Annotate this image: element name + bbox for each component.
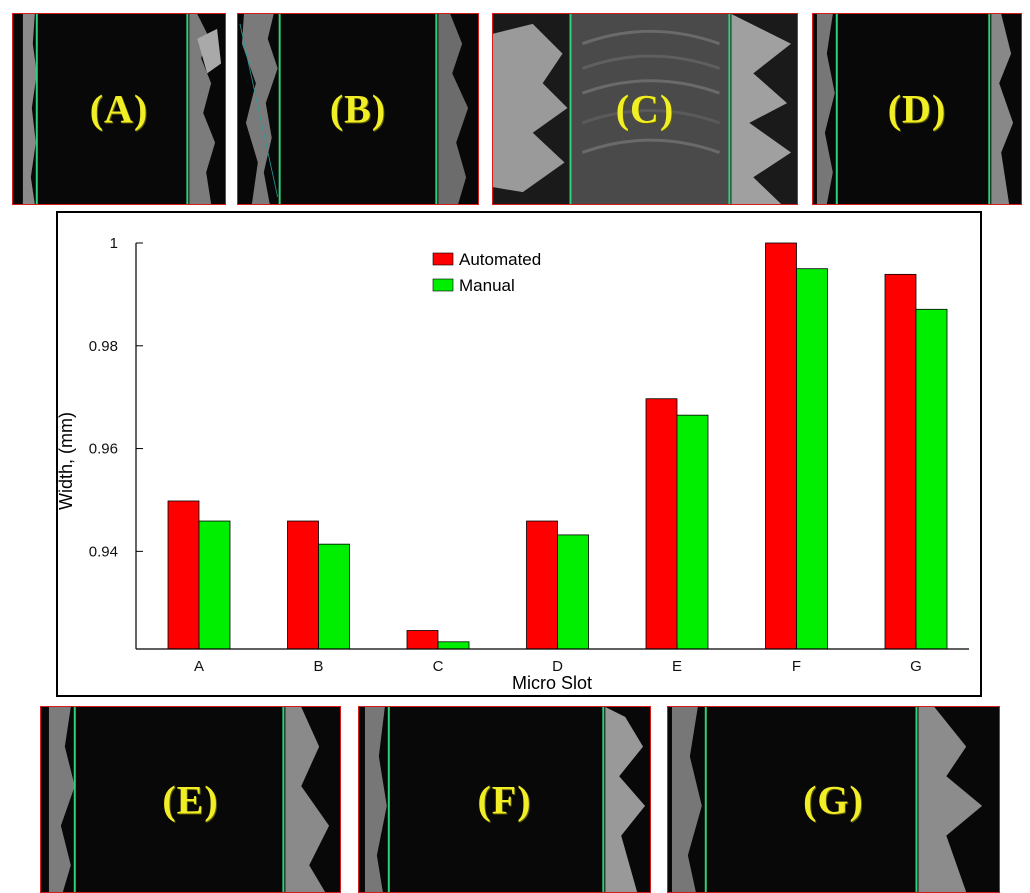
x-tick-label: C bbox=[433, 658, 444, 675]
x-tick-label: B bbox=[313, 658, 323, 675]
panel-label-a: (A) bbox=[89, 86, 149, 132]
legend: Automated Manual bbox=[432, 250, 541, 295]
micrograph-f-image bbox=[359, 707, 650, 892]
x-tick-label: E bbox=[672, 658, 682, 675]
y-tick-label: 0.96 bbox=[89, 441, 118, 458]
legend-swatch-automated bbox=[432, 252, 454, 266]
bar-manual-d bbox=[557, 534, 589, 650]
x-tick-label: A bbox=[194, 658, 204, 675]
bar-manual-g bbox=[915, 308, 948, 650]
bar-automated-f bbox=[765, 242, 797, 650]
bar-manual-e bbox=[676, 414, 709, 650]
panel-label-c: (C) bbox=[615, 86, 675, 132]
bar-manual-f bbox=[796, 268, 828, 650]
x-tick-label: D bbox=[552, 658, 563, 675]
micrograph-b-image bbox=[238, 14, 478, 204]
bar-automated-g bbox=[884, 273, 917, 650]
micrograph-g-image bbox=[668, 707, 999, 892]
micrograph-a-image bbox=[13, 14, 225, 204]
bar-manual-c bbox=[437, 641, 470, 650]
width-bar-chart: 0.94 0.96 0.98 1 A B C D E F G Width, (mm) Micro … bbox=[58, 235, 969, 693]
bars-layer bbox=[167, 242, 948, 650]
panel-label-f: (F) bbox=[477, 777, 532, 822]
legend-label-automated: Automated bbox=[459, 250, 541, 269]
bar-manual-b bbox=[318, 543, 350, 650]
bar-automated-c bbox=[406, 630, 439, 650]
micrograph-panel-b: (B) bbox=[237, 13, 479, 205]
x-tick-label: F bbox=[792, 658, 801, 675]
bar-manual-a bbox=[198, 520, 231, 650]
micrograph-panel-d: (D) bbox=[812, 13, 1022, 205]
bar-automated-b bbox=[287, 520, 319, 650]
y-axis-title: Width, (mm) bbox=[58, 412, 76, 510]
panel-label-b: (B) bbox=[329, 86, 387, 132]
panel-label-d: (D) bbox=[887, 86, 947, 132]
y-tick-label: 1 bbox=[110, 235, 118, 252]
y-tick-label: 0.98 bbox=[89, 338, 118, 355]
bar-automated-d bbox=[526, 520, 558, 650]
y-ticks: 0.94 0.96 0.98 1 bbox=[89, 235, 143, 560]
legend-label-manual: Manual bbox=[459, 276, 515, 295]
micrograph-d-image bbox=[813, 14, 1021, 204]
micrograph-panel-c: (C) bbox=[492, 13, 798, 205]
y-tick-label: 0.94 bbox=[89, 543, 118, 560]
micrograph-e-image bbox=[41, 707, 340, 892]
micrograph-panel-g: (G) bbox=[667, 706, 1000, 893]
micrograph-panel-a: (A) bbox=[12, 13, 226, 205]
micrograph-panel-e: (E) bbox=[40, 706, 341, 893]
bar-automated-e bbox=[645, 398, 678, 650]
x-axis-title: Micro Slot bbox=[512, 673, 592, 693]
micrograph-panel-f: (F) bbox=[358, 706, 651, 893]
micrograph-c-image bbox=[493, 14, 797, 204]
x-tick-label: G bbox=[910, 658, 922, 675]
chart-frame: 0.94 0.96 0.98 1 A B C D E F G Width, (mm) Micro … bbox=[56, 211, 982, 697]
panel-label-e: (E) bbox=[162, 777, 219, 822]
legend-swatch-manual bbox=[432, 278, 454, 292]
panel-label-g: (G) bbox=[803, 777, 864, 822]
x-ticks: A B C D E F G bbox=[194, 642, 922, 675]
bar-automated-a bbox=[167, 500, 200, 650]
